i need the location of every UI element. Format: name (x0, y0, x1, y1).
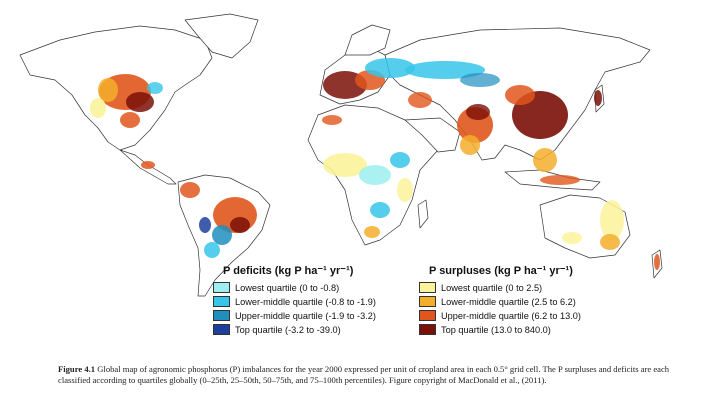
figure-caption: Figure 4.1 Global map of agronomic phosp… (58, 364, 673, 386)
legend-deficits: P deficits (kg P ha⁻¹ yr⁻¹) Lowest quart… (213, 264, 376, 337)
legend-surpluses: P surpluses (kg P ha⁻¹ yr⁻¹) Lowest quar… (419, 264, 581, 337)
legend-swatch (419, 296, 436, 308)
legend-item: Upper-middle quartile (-1.9 to -3.2) (213, 309, 376, 323)
legend-item: Top quartile (-3.2 to -39.0) (213, 323, 376, 337)
legend-surpluses-title: P surpluses (kg P ha⁻¹ yr⁻¹) (429, 265, 573, 277)
greenland (184, 13, 259, 59)
legend-label: Top quartile (-3.2 to -39.0) (235, 324, 341, 335)
legend-item: Top quartile (13.0 to 840.0) (419, 323, 581, 337)
legend-item: Lower-middle quartile (2.5 to 6.2) (419, 295, 581, 309)
legend-swatch (213, 324, 230, 336)
legend-label: Lower-middle quartile (2.5 to 6.2) (441, 296, 576, 307)
legend-label: Lowest quartile (0 to 2.5) (441, 282, 543, 293)
figure-label: Figure 4.1 (58, 364, 96, 374)
legend-swatch (213, 296, 230, 308)
legend-item: Upper-middle quartile (6.2 to 13.0) (419, 309, 581, 323)
legend-label: Lower-middle quartile (-0.8 to -1.9) (235, 296, 376, 307)
legend-label: Lowest quartile (0 to -0.8) (235, 282, 340, 293)
madagascar (417, 199, 429, 229)
legend-swatch (419, 282, 436, 294)
legend-deficits-title: P deficits (kg P ha⁻¹ yr⁻¹) (223, 265, 354, 277)
legend-item: Lowest quartile (0 to 2.5) (419, 281, 581, 295)
legend-swatch (213, 310, 230, 322)
legend-label: Top quartile (13.0 to 840.0) (441, 324, 551, 335)
legend-item: Lower-middle quartile (-0.8 to -1.9) (213, 295, 376, 309)
legend-label: Upper-middle quartile (-1.9 to -3.2) (235, 310, 376, 321)
legend-swatch (419, 324, 436, 336)
legend-label: Upper-middle quartile (6.2 to 13.0) (441, 310, 581, 321)
arabia (404, 117, 461, 153)
caption-text: Global map of agronomic phosphorus (P) i… (58, 364, 670, 385)
legend-item: Lowest quartile (0 to -0.8) (213, 281, 376, 295)
legend-swatch (213, 282, 230, 294)
scandinavia (344, 24, 391, 56)
world-map (19, 13, 663, 297)
legend-swatch (419, 310, 436, 322)
